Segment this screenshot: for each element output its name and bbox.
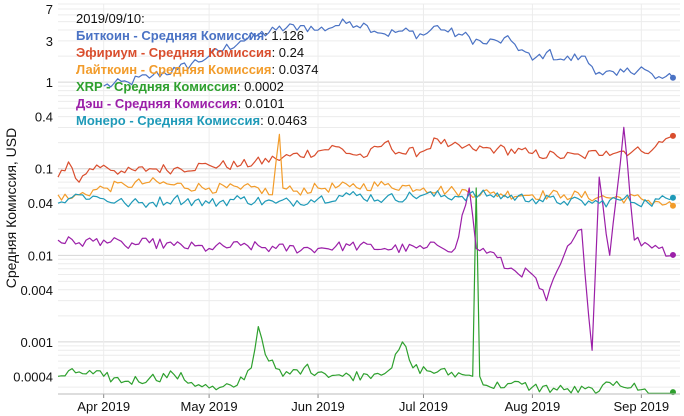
end-markers	[669, 74, 676, 396]
legend-entry: Лайткоин - Средняя Комиссия: 0.0374	[76, 62, 319, 77]
series-end-marker	[669, 251, 676, 258]
y-tick-label: 0.001	[20, 335, 53, 350]
legend-series-name: Монеро - Средняя Комиссия	[76, 113, 260, 128]
series-line	[57, 135, 674, 183]
legend-entry: Эфириум - Средняя Комиссия: 0.24	[76, 45, 304, 60]
legend-series-name: XRP - Средняя Комиссия	[76, 79, 237, 94]
series-end-marker	[669, 202, 676, 209]
y-tick-label: 0.1	[35, 162, 53, 177]
x-tick-label: Jun 2019	[291, 399, 345, 414]
legend-entry: XRP - Средняя Комиссия: 0.0002	[76, 79, 284, 94]
series-line	[57, 126, 674, 351]
x-tick-label: Sep 2019	[614, 399, 670, 414]
axes: Средняя Комиссия, USD Apr 2019 May 2019 Ju…	[3, 2, 680, 414]
series-line	[103, 18, 674, 88]
legend-series-value: : 0.0002	[237, 79, 284, 94]
legend-entry: Монеро - Средняя Комиссия: 0.0463	[76, 113, 307, 128]
x-tick-label: Apr 2019	[77, 399, 130, 414]
x-tick-label: Aug 2019	[505, 399, 561, 414]
legend-entry: Биткоин - Средняя Комиссия: 1.126	[76, 28, 304, 43]
legend: 2019/09/10: Биткоин - Средняя Комиссия: …	[76, 11, 319, 128]
grid	[58, 3, 680, 394]
y-axis-title: Средняя Комиссия, USD	[3, 128, 19, 288]
x-tick-label: May 2019	[181, 399, 238, 414]
legend-series-name: Эфириум - Средняя Комиссия	[76, 45, 272, 60]
y-tick-label: 0.0004	[13, 369, 53, 384]
legend-series-value: : 0.0374	[272, 62, 319, 77]
series-lines	[57, 18, 674, 394]
series-line	[57, 189, 674, 208]
series-end-marker	[669, 74, 676, 81]
legend-series-value: : 0.0463	[260, 113, 307, 128]
legend-series-name: Лайткоин - Средняя Комиссия	[76, 62, 272, 77]
legend-date: 2019/09/10:	[76, 11, 145, 26]
y-tick-label: 0.01	[28, 248, 53, 263]
legend-entry: Дэш - Средняя Комиссия: 0.0101	[76, 96, 285, 111]
y-tick-label: 0.04	[28, 196, 53, 211]
y-tick-label: 7	[46, 2, 53, 17]
series-end-marker	[669, 132, 676, 139]
y-tick-label: 0.4	[35, 110, 53, 125]
legend-series-value: : 0.24	[272, 45, 305, 60]
legend-series-name: Биткоин - Средняя Комиссия	[76, 28, 264, 43]
series-line	[57, 133, 674, 207]
y-tick-label: 1	[46, 75, 53, 90]
y-tick-label: 3	[46, 34, 53, 49]
legend-series-value: : 1.126	[264, 28, 304, 43]
legend-series-value: : 0.0101	[238, 96, 285, 111]
x-tick-label: Jul 2019	[399, 399, 448, 414]
series-line	[57, 187, 673, 394]
y-tick-label: 0.004	[20, 283, 53, 298]
legend-series-name: Дэш - Средняя Комиссия	[76, 96, 238, 111]
series-end-marker	[669, 194, 676, 201]
